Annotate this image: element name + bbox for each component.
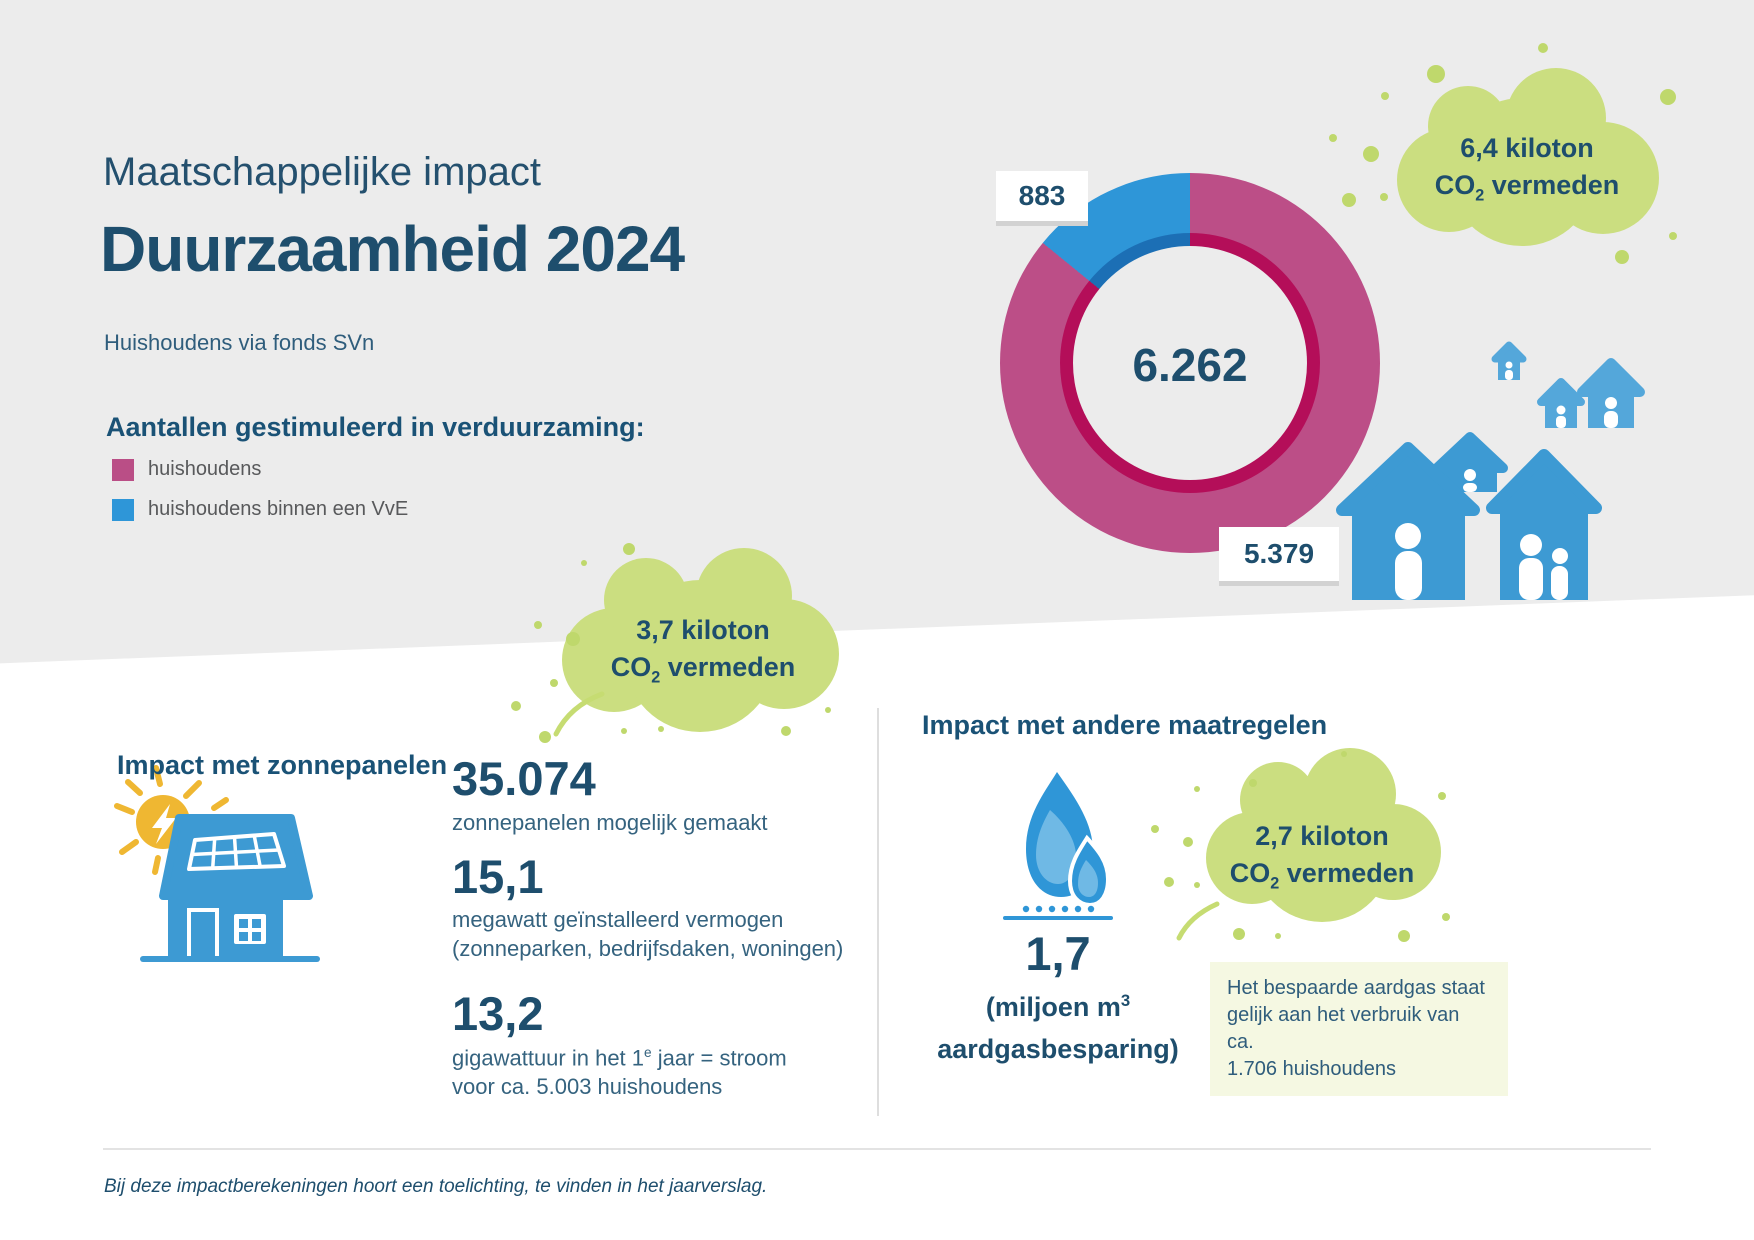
page-title: Duurzaamheid 2024 — [100, 213, 685, 285]
stat-solar-panels-value: 35.074 — [452, 752, 596, 805]
donut-total-label: 6.262 — [1132, 339, 1248, 391]
co2-line: CO2 vermeden — [610, 652, 796, 687]
legend-swatch-blue — [112, 498, 134, 521]
callout-vve-count: 883 — [996, 171, 1088, 221]
stat-gas-savings-value: 1,7 — [1025, 927, 1091, 980]
gas-savings-note: Het bespaarde aardgas staat gelijk aan h… — [1210, 962, 1508, 1096]
sun-icon — [114, 765, 229, 875]
stat-solar-panels-label: zonnepanelen mogelijk gemaakt — [452, 810, 768, 835]
window — [234, 914, 266, 944]
legend-label: huishoudens — [148, 458, 262, 480]
co2-amount: 6,4 kiloton — [1460, 133, 1594, 163]
swoosh-lines — [553, 691, 1220, 941]
callout-households-count: 5.379 — [1219, 527, 1339, 581]
page-subtitle: Huishoudens via fonds SVn — [104, 330, 375, 355]
footer-note: Bij deze impactberekeningen hoort een to… — [104, 1176, 768, 1197]
solar-house-icon — [114, 765, 320, 962]
co2-cloud-top-right-icon — [1397, 68, 1659, 246]
tiny-house-icon — [1491, 341, 1527, 380]
legend-item-vve: huishoudens binnen een VvE — [112, 498, 408, 521]
donut-chart — [1000, 173, 1380, 553]
section-divider — [877, 708, 879, 1116]
legend-label: huishoudens binnen een VvE — [148, 498, 409, 520]
family-house-icon — [1486, 449, 1602, 600]
other-section-heading: Impact met andere maatregelen — [922, 710, 1328, 740]
co2-cloud-middle-text: 3,7 kiloton CO2 vermeden — [573, 612, 833, 696]
houses-illustration — [1336, 341, 1645, 600]
large-house-icon — [1336, 442, 1480, 600]
stat-megawatt-label: megawatt geïnstalleerd vermogen (zonnepa… — [452, 907, 844, 961]
page-kicker: Maatschappelijke impact — [103, 150, 541, 194]
co2-cloud-middle-icon — [562, 548, 839, 732]
stat-gas-savings-unit: (miljoen m3 aardgasbesparing) — [937, 991, 1179, 1064]
stat-gigawatt-label: gigawattuur in het 1e jaar = stroom voor… — [452, 1045, 787, 1100]
legend-item-huishoudens: huishoudens — [112, 458, 261, 481]
legend-swatch-pink — [112, 458, 134, 481]
stat-gigawatt-value: 13,2 — [452, 987, 544, 1040]
stat-megawatt-value: 15,1 — [452, 850, 544, 903]
co2-amount: 2,7 kiloton — [1255, 821, 1389, 851]
co2-line: CO2 vermeden — [1434, 170, 1620, 205]
co2-cloud-top-right-text: 6,4 kiloton CO2 vermeden — [1397, 130, 1657, 214]
co2-line: CO2 vermeden — [1229, 858, 1415, 893]
co2-amount: 3,7 kiloton — [636, 615, 770, 645]
green-dots-decoration — [511, 43, 1677, 942]
medium-house-icon — [1432, 432, 1508, 492]
legend-heading: Aantallen gestimuleerd in verduurzaming: — [106, 412, 645, 442]
door — [187, 908, 219, 962]
co2-cloud-other-text: 2,7 kiloton CO2 vermeden — [1192, 818, 1452, 902]
ground-line — [140, 956, 320, 962]
small-house-icon — [1537, 378, 1585, 428]
co2-cloud-other-icon — [1206, 748, 1441, 922]
footer-divider — [103, 1148, 1651, 1150]
solar-section-heading: Impact met zonnepanelen — [117, 750, 448, 780]
gas-flame-icon — [1003, 772, 1113, 920]
small-house-icon — [1577, 358, 1645, 428]
